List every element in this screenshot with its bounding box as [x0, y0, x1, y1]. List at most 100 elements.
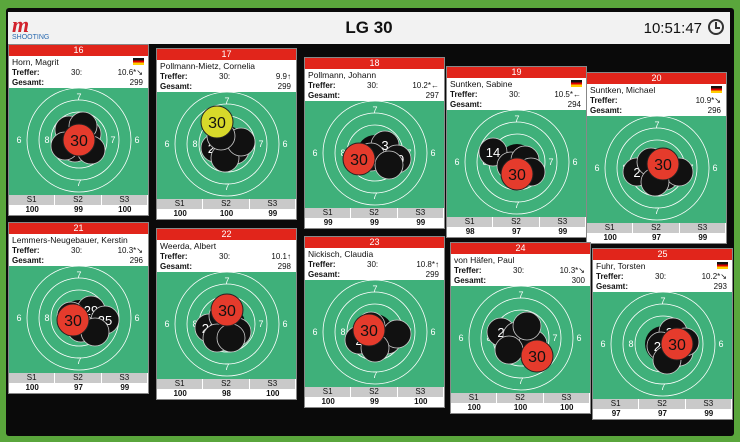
- series-table: S1 S2 S3 97 97 99: [593, 399, 732, 419]
- treffer-row: Treffer: 30: 10.3*↘: [451, 266, 590, 276]
- treffer-label: Treffer:: [160, 72, 188, 81]
- ring-number: 7: [372, 284, 377, 294]
- logo: m: [12, 12, 30, 37]
- shooter-name: Lemmers-Neugebauer, Kerstin: [12, 235, 128, 245]
- shooter-card: 23 Nickisch, Claudia Treffer: 30: 10.8*↑ Gesa…: [304, 236, 445, 408]
- treffer-row: Treffer: 30: 10.5*←: [447, 90, 586, 100]
- gesamt-label: Gesamt:: [450, 100, 483, 109]
- series-3-header: S3: [397, 387, 444, 397]
- series-2-score: 97: [74, 383, 83, 392]
- series-table: S1 S2 S3 100 99 100: [9, 195, 148, 215]
- series-2-header: S2: [493, 217, 540, 227]
- lane-number: 16: [9, 45, 148, 56]
- treffer-row: Treffer: 30: 10.2*↘: [593, 272, 732, 282]
- series-2-header: S2: [203, 379, 250, 389]
- last-shot-value: 10.1↑: [271, 252, 291, 261]
- ring-number: 6: [600, 339, 605, 349]
- series-3-header: S3: [249, 199, 296, 209]
- series-table: S1 S2 S3 100 99 100: [305, 387, 444, 407]
- last-shot-value: 10.9*↘: [695, 96, 721, 105]
- series-3-header: S3: [101, 373, 148, 383]
- clock-icon: [708, 19, 724, 35]
- gesamt-row: Gesamt: 299: [305, 270, 444, 280]
- ring-number: 6: [312, 148, 317, 158]
- ring-number: 7: [224, 362, 229, 372]
- series-3-score: 99: [416, 218, 426, 227]
- shot-count: 30:: [219, 72, 231, 81]
- lane-number: 20: [587, 73, 726, 84]
- shooter-name: Suntken, Michael: [590, 85, 656, 95]
- last-shot-value: 10.3*↘: [117, 246, 143, 255]
- ring-number: 7: [518, 376, 523, 386]
- ring-number: 6: [164, 139, 169, 149]
- series-3-score: 99: [704, 409, 714, 418]
- ring-number: 7: [76, 270, 81, 280]
- treffer-row: Treffer: 30: 9.9↑: [157, 72, 296, 82]
- ring-number: 6: [718, 339, 723, 349]
- ring-number: 7: [224, 96, 229, 106]
- series-3-score: 100: [118, 205, 132, 214]
- series-1-header: S1: [587, 223, 634, 233]
- total-score: 293: [713, 282, 727, 291]
- total-score: 299: [129, 78, 143, 87]
- target-ring: [186, 283, 268, 365]
- target-ring: [174, 272, 280, 377]
- series-1-score: 100: [173, 209, 187, 218]
- ring-number: 7: [514, 114, 519, 124]
- lane-number: 17: [157, 49, 296, 60]
- shooting-target: 7787662927230: [593, 292, 732, 404]
- series-2-score: 99: [370, 218, 379, 227]
- germany-flag-icon: [717, 262, 728, 269]
- total-score: 296: [707, 106, 721, 115]
- series-2-header: S2: [639, 399, 686, 409]
- series-1-score: 100: [173, 389, 187, 398]
- ring-number: 6: [458, 333, 463, 343]
- treffer-row: Treffer: 30: 10.3*↘: [9, 246, 148, 256]
- last-shot-marker: [520, 339, 554, 373]
- lane-number: 19: [447, 67, 586, 78]
- gesamt-label: Gesamt:: [454, 276, 487, 285]
- ring-number: 7: [654, 120, 659, 130]
- treffer-label: Treffer:: [454, 266, 482, 275]
- series-3-header: S3: [685, 399, 732, 409]
- series-3-header: S3: [539, 217, 586, 227]
- shooter-name: Fuhr, Torsten: [596, 261, 646, 271]
- gesamt-label: Gesamt:: [308, 270, 341, 279]
- treffer-label: Treffer:: [160, 252, 188, 261]
- series-2-score: 100: [513, 403, 528, 412]
- ring-number: 6: [134, 135, 139, 145]
- last-shot-marker: [200, 105, 234, 139]
- series-table: S1 S2 S3 100 100 100: [451, 393, 590, 413]
- shot-hole: [512, 311, 542, 341]
- shot-hole: [494, 335, 524, 365]
- series-table: S1 S2 S3 100 100 99: [157, 199, 296, 219]
- series-table: S1 S2 S3 98 97 99: [447, 217, 586, 237]
- last-shot-value: 9.9↑: [275, 72, 291, 81]
- target-ring: [622, 303, 704, 385]
- target-rings: 7787662930: [164, 92, 288, 197]
- page-title: LG 30: [345, 18, 393, 37]
- target-rings: 778766292530: [16, 266, 140, 371]
- ring-number: 7: [654, 206, 659, 216]
- series-1-header: S1: [9, 195, 56, 205]
- shooter-name: Suntken, Sabine: [450, 79, 513, 89]
- treffer-label: Treffer:: [596, 272, 624, 281]
- gesamt-row: Gesamt: 299: [9, 78, 148, 88]
- shot-count: 30:: [367, 81, 379, 90]
- shooter-card: 19 Suntken, Sabine Treffer: 30: 10.5*← Gesamt…: [446, 66, 587, 238]
- germany-flag-icon: [133, 58, 144, 65]
- ring-number: 8: [628, 339, 633, 349]
- ring-number: 7: [224, 182, 229, 192]
- treffer-label: Treffer:: [590, 96, 618, 105]
- target-rings: 7787662430: [312, 280, 436, 385]
- series-3-header: S3: [397, 208, 444, 218]
- treffer-row: Treffer: 30: 10.2*←: [305, 81, 444, 91]
- shooter-card: 16 Horn, Magrit Treffer: 30: 10.6*↘ Gesamt: 29…: [8, 44, 149, 216]
- last-shot-value: 10.6*↘: [117, 68, 143, 77]
- last-shot-marker: [646, 147, 680, 181]
- shooter-name: von Häfen, Paul: [454, 255, 515, 265]
- gesamt-row: Gesamt: 298: [157, 262, 296, 272]
- total-score: 299: [425, 270, 439, 279]
- ring-number: 6: [572, 157, 577, 167]
- shooter-card: 20 Suntken, Michael Treffer: 10.9*↘ Gesamt: 2…: [586, 72, 727, 244]
